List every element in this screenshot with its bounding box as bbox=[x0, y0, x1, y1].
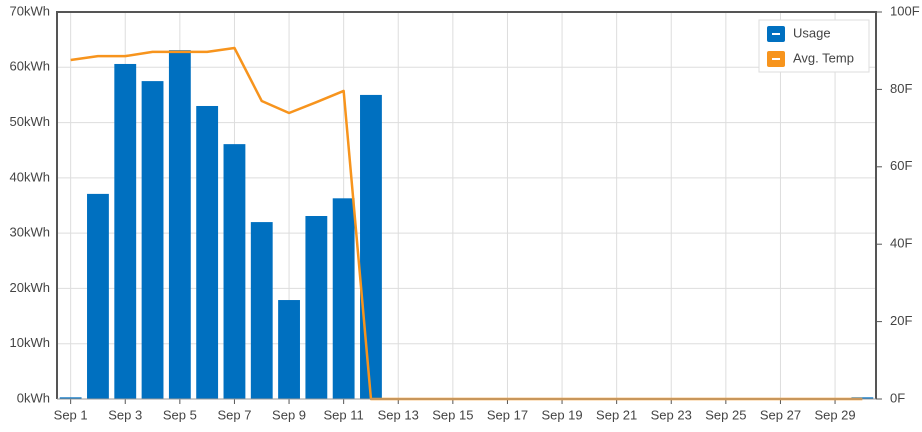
bar bbox=[250, 222, 273, 399]
x-tick-label: Sep 25 bbox=[705, 407, 746, 422]
y-tick-label: 10kWh bbox=[10, 335, 50, 350]
bar bbox=[332, 198, 355, 399]
bar bbox=[168, 50, 191, 399]
bar bbox=[141, 81, 164, 399]
x-tick-label: Sep 23 bbox=[651, 407, 692, 422]
legend-label: Usage bbox=[793, 25, 831, 40]
legend-label: Avg. Temp bbox=[793, 50, 854, 65]
y2-tick-label: 40F bbox=[890, 236, 912, 251]
x-tick-label: Sep 29 bbox=[814, 407, 855, 422]
x-tick-label: Sep 13 bbox=[378, 407, 419, 422]
x-tick-label: Sep 7 bbox=[217, 407, 251, 422]
bar bbox=[87, 193, 109, 399]
y-tick-label: 60kWh bbox=[10, 59, 50, 74]
bar bbox=[114, 63, 137, 400]
plot-frame bbox=[56, 11, 877, 399]
bar bbox=[278, 300, 300, 399]
x-tick-label: Sep 27 bbox=[760, 407, 801, 422]
y-tick-label: 30kWh bbox=[10, 225, 50, 240]
x-tick-label: Sep 11 bbox=[324, 407, 364, 422]
bar bbox=[196, 105, 219, 399]
y2-tick-label: 100F bbox=[890, 3, 920, 18]
y-tick-label: 0kWh bbox=[17, 390, 50, 405]
x-tick-label: Sep 19 bbox=[541, 407, 582, 422]
plot-background bbox=[57, 12, 876, 399]
x-tick-label: Sep 21 bbox=[596, 407, 637, 422]
x-tick-label: Sep 9 bbox=[272, 407, 306, 422]
y2-tick-label: 80F bbox=[890, 81, 912, 96]
x-tick-label: Sep 5 bbox=[163, 407, 197, 422]
y-tick-label: 40kWh bbox=[10, 169, 50, 184]
y2-tick-label: 60F bbox=[890, 158, 912, 173]
x-tick-label: Sep 1 bbox=[54, 407, 88, 422]
x-tick-label: Sep 15 bbox=[432, 407, 473, 422]
bar bbox=[305, 216, 328, 399]
y2-tick-label: 0F bbox=[890, 390, 905, 405]
bar bbox=[223, 144, 246, 399]
y-tick-label: 50kWh bbox=[10, 114, 50, 129]
x-tick-label: Sep 3 bbox=[108, 407, 142, 422]
bar bbox=[360, 94, 382, 399]
y-tick-label: 70kWh bbox=[10, 3, 50, 18]
y2-tick-label: 20F bbox=[890, 313, 912, 328]
bar bbox=[59, 397, 82, 399]
y-tick-label: 20kWh bbox=[10, 280, 50, 295]
x-tick-label: Sep 17 bbox=[487, 407, 528, 422]
